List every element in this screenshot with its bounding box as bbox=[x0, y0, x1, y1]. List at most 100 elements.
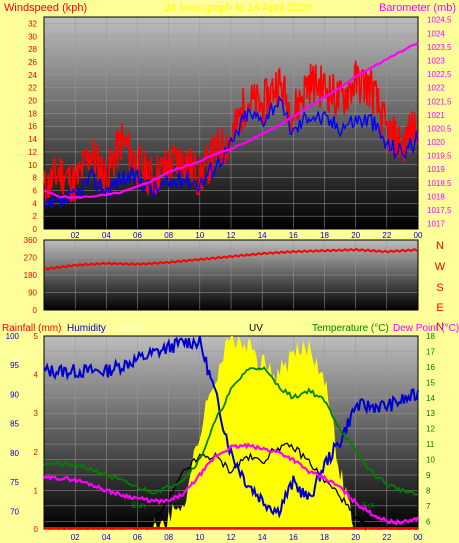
temperature-tick-label: 9 bbox=[426, 471, 431, 480]
solar-area bbox=[44, 336, 418, 529]
windspeed-tick-label: 28 bbox=[28, 45, 37, 54]
barometer-line bbox=[43, 41, 419, 200]
humidity-tick-label: 95 bbox=[10, 361, 19, 370]
humidity-tick-label: 85 bbox=[10, 420, 19, 429]
climate-x-tick-label: 04 bbox=[102, 533, 111, 542]
climate-x-tick-label: 08 bbox=[164, 533, 173, 542]
temperature-tick-label: 11 bbox=[426, 440, 435, 449]
rainfall-tick-label: 4 bbox=[34, 371, 39, 380]
temperature-tick-label: 17 bbox=[426, 347, 435, 356]
sunrise-label: Sun bbox=[131, 501, 145, 510]
windspeed-tick-label: 0 bbox=[33, 225, 38, 234]
climate-x-tick-label: 18 bbox=[320, 533, 329, 542]
humidity-tick-label: 70 bbox=[10, 507, 19, 516]
plot-frame bbox=[43, 239, 419, 311]
windspeed-tick-label: 14 bbox=[28, 135, 37, 144]
chart-title: 24 hour graph to 14 April 2020 bbox=[164, 2, 312, 14]
compass-letter-s: S bbox=[436, 282, 443, 294]
direction-tick-label: 360 bbox=[24, 236, 38, 245]
wind-x-tick-label: 00 bbox=[414, 231, 423, 240]
windspeed-tick-label: 10 bbox=[28, 161, 37, 170]
windspeed-tick-label: 32 bbox=[28, 19, 37, 28]
wind-x-tick-label: 22 bbox=[382, 231, 391, 240]
wind-x-tick-label: 18 bbox=[320, 231, 329, 240]
chart-marks bbox=[43, 41, 419, 532]
temperature-tick-label: 13 bbox=[426, 409, 435, 418]
wind-x-tick-label: 16 bbox=[289, 231, 298, 240]
wind-x-tick-label: 08 bbox=[164, 231, 173, 240]
dewpoint-axis-label: Dew Point (°C) bbox=[393, 323, 459, 334]
barometer-tick-label: 1023,5 bbox=[427, 43, 452, 52]
wind-x-tick-label: 14 bbox=[258, 231, 267, 240]
uv-line bbox=[43, 442, 418, 532]
temperature-tick-label: 8 bbox=[426, 486, 431, 495]
climate-x-tick-label: 12 bbox=[227, 533, 236, 542]
climate-x-tick-label: 16 bbox=[289, 533, 298, 542]
wind-x-tick-label: 20 bbox=[351, 231, 360, 240]
rainfall-tick-label: 2 bbox=[34, 448, 39, 457]
barometer-tick-label: 1019 bbox=[427, 165, 445, 174]
dewpoint-line bbox=[43, 442, 419, 526]
direction-tick-label: 0 bbox=[33, 306, 38, 315]
barometer-tick-label: 1017,5 bbox=[427, 206, 452, 215]
windspeed-axis-label: Windspeed (kph) bbox=[4, 2, 87, 14]
barometer-tick-label: 1023 bbox=[427, 56, 445, 65]
temperature-tick-label: 6 bbox=[426, 517, 431, 526]
sunset-label: Set bbox=[362, 501, 375, 510]
rainfall-axis-label: Rainfall (mm) bbox=[2, 323, 61, 334]
direction-tick-label: 90 bbox=[28, 289, 37, 298]
barometer-tick-label: 1021,5 bbox=[427, 97, 452, 106]
compass-letter-e: E bbox=[436, 302, 443, 314]
temperature-axis-label: Temperature (°C) bbox=[312, 323, 389, 334]
windspeed-tick-label: 2 bbox=[33, 212, 38, 221]
average-windspeed-line bbox=[43, 95, 419, 209]
compass-letter-w: W bbox=[435, 261, 446, 273]
humidity-tick-label: 90 bbox=[10, 390, 19, 399]
rainfall-tick-label: 1 bbox=[34, 486, 39, 495]
wind-x-tick-label: 12 bbox=[227, 231, 236, 240]
rainfall-tick-label: 0 bbox=[34, 525, 39, 534]
direction-tick-label: 180 bbox=[24, 271, 38, 280]
climate-x-tick-label: 00 bbox=[414, 533, 423, 542]
humidity-line bbox=[43, 335, 419, 519]
axes: 0246810121416182022242628303210171017,51… bbox=[6, 16, 452, 542]
windspeed-tick-label: 26 bbox=[28, 58, 37, 67]
temperature-tick-label: 14 bbox=[426, 394, 435, 403]
barometer-tick-label: 1020,5 bbox=[427, 124, 452, 133]
barometer-tick-label: 1022 bbox=[427, 84, 445, 93]
climate-x-tick-label: 02 bbox=[71, 533, 80, 542]
temperature-tick-label: 10 bbox=[426, 456, 435, 465]
climate-x-tick-label: 20 bbox=[351, 533, 360, 542]
barometer-tick-label: 1018,5 bbox=[427, 179, 452, 188]
barometer-axis-label: Barometer (mb) bbox=[379, 2, 456, 14]
wind-x-tick-label: 04 bbox=[102, 231, 111, 240]
barometer-tick-label: 1021 bbox=[427, 111, 445, 120]
climate-x-tick-label: 22 bbox=[382, 533, 391, 542]
direction-tick-label: 270 bbox=[24, 254, 38, 263]
wind-x-tick-label: 10 bbox=[195, 231, 204, 240]
windspeed-tick-label: 12 bbox=[28, 148, 37, 157]
barometer-tick-label: 1017 bbox=[427, 220, 445, 229]
climate-x-tick-label: 06 bbox=[133, 533, 142, 542]
windspeed-tick-label: 24 bbox=[28, 71, 37, 80]
humidity-tick-label: 80 bbox=[10, 449, 19, 458]
uv-label: UV bbox=[249, 323, 263, 334]
temperature-tick-label: 15 bbox=[426, 378, 435, 387]
temperature-tick-label: 16 bbox=[426, 363, 435, 372]
climate-x-tick-label: 10 bbox=[195, 533, 204, 542]
barometer-tick-label: 1024 bbox=[427, 29, 445, 38]
wind-x-tick-label: 02 bbox=[71, 231, 80, 240]
humidity-tick-label: 100 bbox=[6, 332, 20, 341]
wind-direction-line bbox=[43, 247, 419, 271]
rainfall-tick-label: 3 bbox=[34, 409, 39, 418]
compass-letter-n-top: N bbox=[436, 240, 444, 252]
barometer-tick-label: 1018 bbox=[427, 192, 445, 201]
temperature-tick-label: 12 bbox=[426, 425, 435, 434]
barometer-tick-label: 1022,5 bbox=[427, 70, 452, 79]
humidity-axis-label: Humidity bbox=[67, 323, 106, 334]
solar-label: Solar bbox=[118, 323, 142, 334]
wind-x-tick-label: 06 bbox=[133, 231, 142, 240]
windspeed-tick-label: 4 bbox=[33, 199, 38, 208]
windspeed-tick-label: 8 bbox=[33, 174, 38, 183]
